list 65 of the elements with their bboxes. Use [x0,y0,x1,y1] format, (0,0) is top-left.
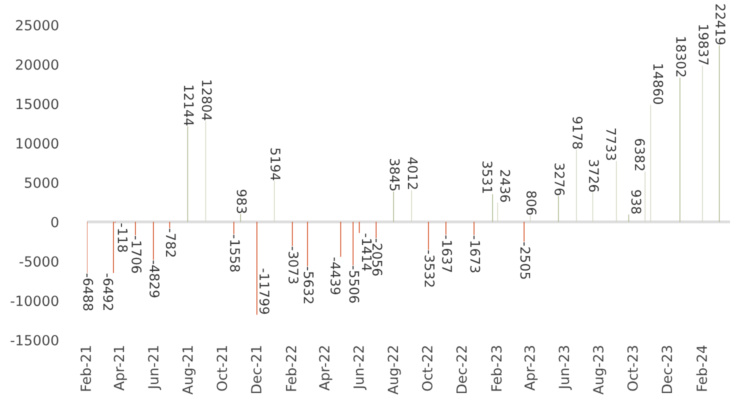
data-label: 806 [526,191,536,215]
x-tick-label: Aug-23 [593,346,606,395]
x-tick-label: Feb-21 [80,346,92,391]
data-label: -5632 [304,266,314,304]
x-tick-label: Aug-22 [388,346,401,395]
x-tick-label: Apr-23 [524,346,538,391]
data-label: 6382 [634,138,645,170]
data-label: 4012 [408,157,418,189]
data-label: -5506 [349,266,360,303]
data-label: 983 [236,190,247,214]
y-tick-label: 20000 [16,59,58,70]
data-label: 3845 [390,159,400,190]
data-label: -3073 [288,246,298,284]
data-label: 938 [631,190,642,214]
data-label: 12804 [202,80,212,120]
data-label: -1673 [470,236,480,272]
x-tick-label: Feb-24 [696,346,708,391]
data-label: 9178 [572,116,583,149]
data-label: -6492 [103,274,114,310]
y-tick-label: 25000 [16,20,58,30]
data-label: -2056 [372,238,382,276]
y-tick-label: 10000 [16,138,58,149]
x-tick-label: Aug-21 [182,346,196,395]
data-label: -3532 [424,250,435,287]
data-label: -118 [118,223,128,252]
x-tick-label: Apr-22 [319,346,332,391]
data-label: 14860 [653,64,664,104]
data-label: 5194 [270,148,280,180]
data-label: -1637 [442,235,452,272]
data-label: -4439 [330,257,340,294]
x-tick-label: Oct-21 [216,346,228,391]
data-label: -2505 [520,242,530,279]
x-tick-label: Apr-21 [114,346,127,391]
x-tick-label: Dec-22 [456,346,467,394]
x-tick-label: Dec-21 [250,346,262,394]
data-label: -11799 [259,268,270,314]
y-tick-label: -5000 [20,256,58,267]
x-tick-label: Jun-23 [558,346,572,390]
x-tick-label: Jun-22 [353,346,366,390]
x-tick-label: Feb-23 [490,346,502,391]
data-label: 12144 [184,86,194,126]
x-tick-label: Jun-21 [148,346,162,390]
data-label: 7733 [606,128,616,160]
data-label: 3276 [554,164,565,196]
data-label: -782 [166,228,176,257]
x-tick-label: Feb-22 [286,346,296,391]
x-tick-label: Oct-22 [422,346,432,391]
y-tick-label: -15000 [10,334,58,346]
y-tick-label: -10000 [10,296,58,306]
data-label: 18302 [676,37,686,76]
data-label: -1706 [132,236,142,273]
data-label: -1414 [362,234,372,271]
data-label: 19837 [698,25,709,65]
x-tick-label: Dec-23 [662,346,672,394]
data-label: -6488 [83,274,94,310]
y-tick-label: 5000 [24,177,58,188]
data-label: -4829 [150,260,160,298]
data-label: 3531 [482,161,492,193]
data-label: 2436 [500,170,510,202]
data-label: 22419 [715,4,726,44]
data-label: 3726 [588,160,599,192]
y-tick-label: 0 [51,216,58,228]
x-tick-label: Oct-23 [627,346,638,391]
y-tick-label: 15000 [16,98,58,110]
data-label: -1558 [230,234,240,272]
